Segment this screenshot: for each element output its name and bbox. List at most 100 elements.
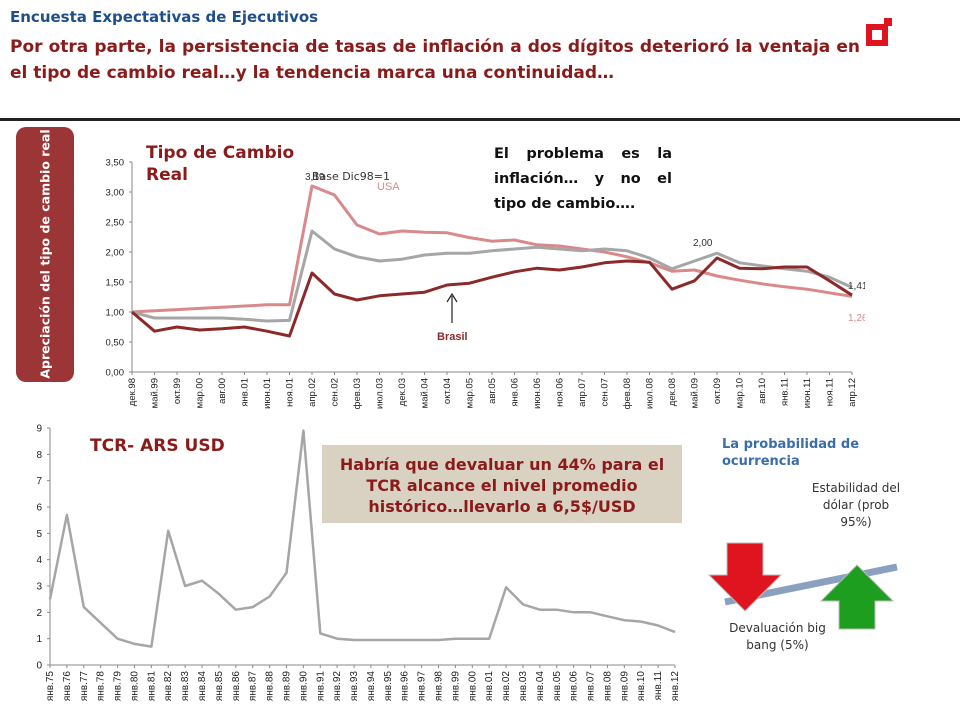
- x-tick-label: янв.79: [113, 671, 124, 702]
- x-tick-label: янв.06: [510, 378, 521, 407]
- x-tick-label: янв.87: [248, 671, 259, 702]
- y-tick-label: 0,50: [106, 338, 125, 349]
- x-tick-label: янв.98: [434, 671, 445, 702]
- chart2-y-tick-labels: 0 1 2 3 4 5 6 7 8 9: [36, 424, 42, 672]
- devaluation-callout: Habría que devaluar un 44% para el TCR a…: [322, 445, 682, 523]
- tcr-ars-usd-chart: янв.75 янв.76 янв.77 янв.78 янв.79 янв.80 янв.…: [36, 424, 681, 702]
- x-tick-label: фев.08: [622, 378, 633, 409]
- x-tick-label: янв.12: [670, 671, 681, 702]
- x-tick-label: дек.03: [397, 378, 408, 406]
- chart2-series: [48, 429, 676, 648]
- chart1-series: [131, 184, 853, 338]
- x-tick-label: янв.11: [653, 671, 664, 701]
- x-tick-label: апр.07: [577, 378, 588, 407]
- x-tick-label: янв.91: [315, 671, 326, 702]
- y-tick-label: 1,50: [106, 278, 125, 289]
- x-tick-label: авг.00: [217, 378, 228, 404]
- callout-text: Habría que devaluar un 44% para el TCR a…: [339, 455, 665, 516]
- real-exchange-rate-chart: дек.98 май.99 окт.99 мар.00 авг.00 янв.01 июн.…: [106, 158, 866, 410]
- x-tick-label: июл.08: [645, 378, 656, 409]
- x-tick-label: янв.03: [518, 671, 529, 702]
- x-tick-label: ноя.06: [555, 378, 566, 407]
- chart1-title: Tipo de Cambio Real Base Dic98=1: [146, 142, 390, 188]
- x-tick-label: янв.95: [383, 671, 394, 702]
- series-line: [131, 229, 853, 323]
- x-tick-label: янв.81: [146, 671, 157, 702]
- x-tick-label: май.99: [150, 378, 161, 408]
- series-line: [131, 184, 853, 314]
- x-tick-label: янв.94: [366, 671, 377, 702]
- y-tick-label: 8: [36, 450, 42, 461]
- y-tick-label: 3,50: [106, 158, 125, 169]
- x-tick-label: авг.10: [757, 378, 768, 404]
- x-tick-label: янв.08: [602, 671, 613, 702]
- y-tick-label: 3,00: [106, 188, 125, 199]
- x-tick-label: янв.04: [535, 671, 546, 702]
- x-tick-label: май.04: [420, 378, 431, 408]
- y-tick-label: 7: [36, 476, 42, 487]
- y-tick-label: 5: [36, 529, 42, 540]
- devaluation-label: Devaluación big bang (5%): [729, 621, 826, 652]
- x-tick-label: дек.98: [127, 378, 138, 406]
- y-tick-label: 2: [36, 608, 42, 619]
- x-tick-label: апр.12: [847, 378, 858, 407]
- x-tick-label: май.09: [690, 378, 701, 408]
- x-tick-label: янв.76: [62, 671, 73, 702]
- chart1-y-tick-labels: 0,00 0,50 1,00 1,50 2,00 2,50 3,00 3,50: [106, 158, 125, 379]
- x-tick-label: янв.97: [417, 671, 428, 702]
- x-tick-label: янв.00: [467, 671, 478, 702]
- x-tick-label: окт.99: [172, 378, 183, 404]
- x-tick-label: янв.82: [163, 671, 174, 702]
- page-title: Encuesta Expectativas de Ejecutivos: [10, 8, 319, 26]
- x-tick-label: янв.89: [281, 671, 292, 702]
- x-tick-label: фев.03: [352, 378, 363, 409]
- chart1-title-note: Base Dic98=1: [311, 170, 390, 183]
- y-tick-label: 0,00: [106, 368, 125, 379]
- x-tick-label: янв.85: [214, 671, 225, 702]
- x-tick-label: июн.11: [802, 378, 813, 408]
- x-tick-label: мар.00: [195, 378, 206, 408]
- x-tick-label: янв.90: [298, 671, 309, 702]
- x-tick-label: янв.96: [400, 671, 411, 702]
- series-label-usa: USA: [377, 181, 400, 193]
- side-label-box: Apreciación del tipo de cambio real: [16, 127, 74, 382]
- x-tick-label: янв.02: [501, 671, 512, 702]
- side-label-text: Apreciación del tipo de cambio real: [37, 129, 53, 379]
- x-tick-label: янв.75: [45, 671, 56, 702]
- data-label-peak: 3,19: [305, 172, 325, 183]
- series-label-brasil: Brasil: [437, 331, 468, 343]
- x-tick-label: апр.02: [307, 378, 318, 407]
- x-tick-label: окт.09: [712, 378, 723, 404]
- arrow-down-icon: [707, 542, 783, 612]
- chart1-x-tick-labels: дек.98 май.99 окт.99 мар.00 авг.00 янв.01 июн.…: [127, 378, 858, 409]
- x-tick-label: июн.06: [532, 378, 543, 409]
- x-tick-label: янв.10: [636, 671, 647, 702]
- arrow-up-icon: [819, 564, 895, 630]
- y-tick-label: 6: [36, 503, 42, 514]
- x-tick-label: янв.01: [484, 671, 495, 702]
- x-tick-label: дек.08: [667, 378, 678, 406]
- x-tick-label: янв.83: [180, 671, 191, 702]
- x-tick-label: янв.80: [129, 671, 140, 702]
- x-tick-label: янв.77: [79, 671, 90, 702]
- data-label-usa-end: 1,26: [848, 313, 865, 324]
- probability-title: La probabilidad de ocurrencia: [722, 437, 860, 469]
- x-tick-label: мар.05: [465, 378, 476, 408]
- x-tick-label: июл.03: [375, 378, 386, 409]
- page-subtitle: Por otra parte, la persistencia de tasas…: [10, 37, 860, 83]
- y-tick-label: 2,50: [106, 218, 125, 229]
- probability-graphic: [707, 542, 898, 630]
- y-tick-label: 9: [36, 424, 42, 435]
- x-tick-label: янв.84: [197, 671, 208, 702]
- x-tick-label: июн.01: [262, 378, 273, 409]
- series-line: [48, 429, 676, 648]
- y-tick-label: 0: [36, 661, 42, 672]
- x-tick-label: авг.05: [487, 378, 498, 404]
- x-tick-label: янв.01: [240, 378, 251, 407]
- brasil-arrowhead: [446, 292, 458, 303]
- x-tick-label: янв.11: [780, 378, 791, 406]
- x-tick-label: янв.88: [265, 671, 276, 702]
- x-tick-label: янв.07: [586, 671, 597, 702]
- x-tick-label: ноя.01: [285, 378, 296, 407]
- chart2-title: TCR- ARS USD: [90, 436, 225, 456]
